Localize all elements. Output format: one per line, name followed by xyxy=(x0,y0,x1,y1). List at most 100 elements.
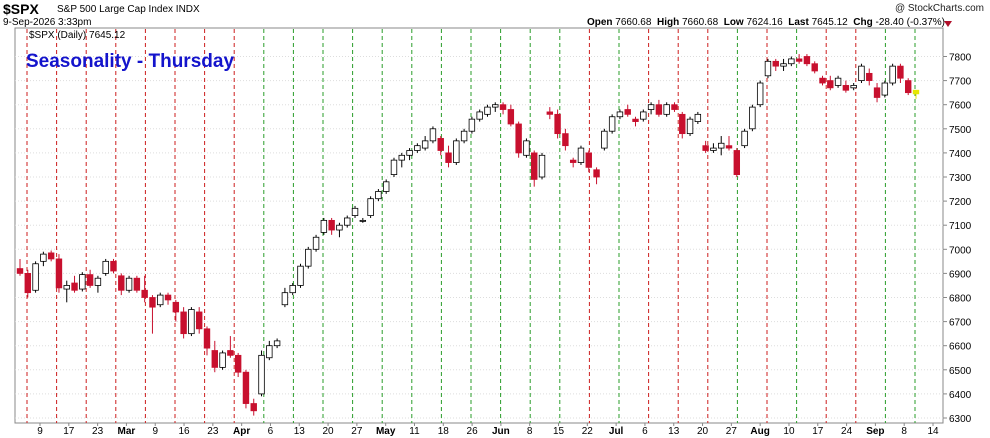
candle-body xyxy=(749,106,756,130)
candle-body xyxy=(640,111,647,120)
candle-body xyxy=(531,152,538,180)
candle-body xyxy=(32,263,39,291)
high-value: 7660.68 xyxy=(682,17,719,28)
candle-body xyxy=(250,403,257,412)
candle-body xyxy=(616,111,624,118)
low-label: Low xyxy=(723,17,744,28)
y-tick-label: 7600 xyxy=(949,101,972,112)
candle-body xyxy=(149,297,156,308)
x-tick-label: 8 xyxy=(527,426,533,437)
x-tick-label: 27 xyxy=(726,426,738,437)
candle-body xyxy=(24,272,31,294)
x-tick-label: 18 xyxy=(438,426,450,437)
candle-body xyxy=(102,260,109,274)
candle-body xyxy=(118,275,125,291)
candle-body xyxy=(686,118,694,135)
candle-body xyxy=(671,104,678,110)
candle-body xyxy=(492,104,499,108)
candle-body xyxy=(40,253,47,262)
x-tick-label: 15 xyxy=(553,426,565,437)
x-tick-label: Jun xyxy=(492,426,510,437)
chg-label: Chg xyxy=(853,17,873,28)
x-tick-label: Jul xyxy=(609,426,624,437)
candle-body xyxy=(211,350,218,368)
x-tick-label: 6 xyxy=(642,426,648,437)
candle-body xyxy=(375,191,382,200)
x-tick-label: Sep xyxy=(866,426,884,437)
candle-body xyxy=(289,285,296,294)
plot-area xyxy=(14,27,944,424)
y-tick-label: 6700 xyxy=(949,318,972,329)
ohlc-summary: Open 7660.68 High 7660.68 Low 7624.16 La… xyxy=(587,17,945,28)
candle-body xyxy=(367,198,374,216)
candle-body xyxy=(79,274,86,290)
x-tick-label: Mar xyxy=(118,426,136,437)
candle-body xyxy=(889,65,896,84)
candle-body xyxy=(273,340,281,347)
candle-body xyxy=(827,80,834,89)
candle-body xyxy=(344,217,351,226)
x-tick-label: 26 xyxy=(467,426,479,437)
candle-body xyxy=(741,130,748,147)
candle-body xyxy=(164,294,172,301)
candle-body xyxy=(663,104,670,115)
x-tick-label: 9 xyxy=(37,426,43,437)
candle-body xyxy=(881,82,889,96)
x-tick-label: 23 xyxy=(207,426,219,437)
candle-body xyxy=(866,72,873,82)
y-axis: 6300 6400 6500 6600 6700 6800 6900 7000 7100 7200… xyxy=(943,53,972,425)
x-tick-label: Apr xyxy=(233,426,250,437)
x-tick-label: May xyxy=(376,426,396,437)
candle-body xyxy=(320,219,328,233)
candle-body xyxy=(624,109,631,115)
open-value: 7660.68 xyxy=(615,17,652,28)
candle-body xyxy=(406,150,413,156)
low-value: 7624.16 xyxy=(746,17,783,28)
last-label: Last xyxy=(788,17,809,28)
y-tick-label: 6800 xyxy=(949,294,972,305)
candle-body xyxy=(445,152,452,163)
ticker-symbol: $SPX xyxy=(3,1,39,17)
candle-body xyxy=(141,289,148,298)
candle-body xyxy=(819,77,826,84)
x-axis: 9 17 23 Mar 9 16 23 Apr 6 13 20 27 May 11 18 26 Jun 8 15 22… xyxy=(37,423,939,437)
candle-body xyxy=(476,111,483,120)
candle-body xyxy=(63,285,70,290)
candle-body xyxy=(499,104,507,110)
y-tick-label: 7300 xyxy=(949,173,972,184)
candle-body xyxy=(382,181,390,192)
candle-body xyxy=(312,236,320,250)
candle-body xyxy=(569,159,577,163)
x-tick-label: 22 xyxy=(582,426,594,437)
candle-body xyxy=(484,106,491,115)
candle-body xyxy=(429,128,437,142)
candle-body xyxy=(328,219,335,231)
candle-body xyxy=(453,140,460,163)
candle-body xyxy=(772,60,779,67)
y-tick-label: 7100 xyxy=(949,221,972,232)
candle-body xyxy=(756,82,764,106)
ticker-description: S&P 500 Large Cap Index INDX xyxy=(57,4,200,15)
candle-body xyxy=(16,268,24,274)
chart-legend: $SPX (Daily) 7645.12 xyxy=(29,30,126,41)
x-tick-label: 10 xyxy=(783,426,795,437)
candle-body xyxy=(188,309,195,335)
candle-body xyxy=(515,123,522,154)
y-tick-label: 6900 xyxy=(949,269,972,280)
candle-body xyxy=(780,63,787,67)
candle-body xyxy=(180,311,187,335)
candle-body xyxy=(242,371,250,404)
candle-body xyxy=(718,142,725,149)
x-tick-label: 9 xyxy=(152,426,158,437)
candle-body xyxy=(86,274,94,286)
candle-body xyxy=(912,89,920,95)
candle-body xyxy=(608,116,616,132)
candle-body xyxy=(725,145,733,149)
candle-body xyxy=(297,265,304,286)
candle-body xyxy=(414,145,421,151)
x-tick-label: 17 xyxy=(812,426,824,437)
candle-body xyxy=(110,260,117,272)
x-tick-label: 14 xyxy=(927,426,939,437)
candle-body xyxy=(219,352,226,368)
candle-body xyxy=(227,350,234,356)
